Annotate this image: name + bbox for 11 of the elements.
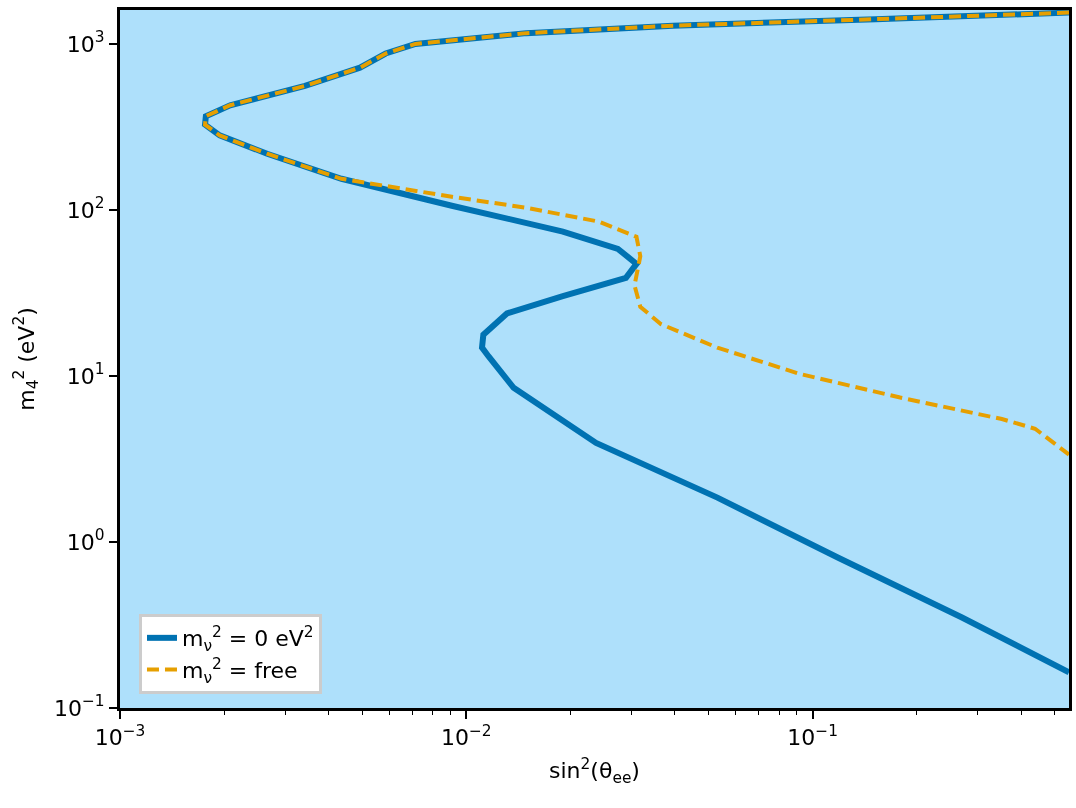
legend-label: m$_{ν}$$^{2}$ = 0 eV$^{2}$ bbox=[181, 623, 314, 656]
y-tick-label: 10$^{0}$ bbox=[66, 526, 105, 555]
x-tick-label: 10$^{−3}$ bbox=[94, 722, 146, 751]
x-axis-title: sin$^{2}$(θ$_{ee}$) bbox=[549, 755, 640, 787]
x-tick-label: 10$^{−2}$ bbox=[440, 722, 492, 751]
y-tick-label: 10$^{2}$ bbox=[66, 194, 105, 223]
y-tick-label: 10$^{3}$ bbox=[66, 28, 105, 57]
y-tick-label: 10$^{1}$ bbox=[66, 360, 105, 389]
x-tick-label: 10$^{−1}$ bbox=[787, 722, 838, 751]
legend-label: m$_{ν}$$^{2}$ = free bbox=[181, 654, 298, 687]
y-tick-label: 10$^{−1}$ bbox=[53, 692, 105, 721]
